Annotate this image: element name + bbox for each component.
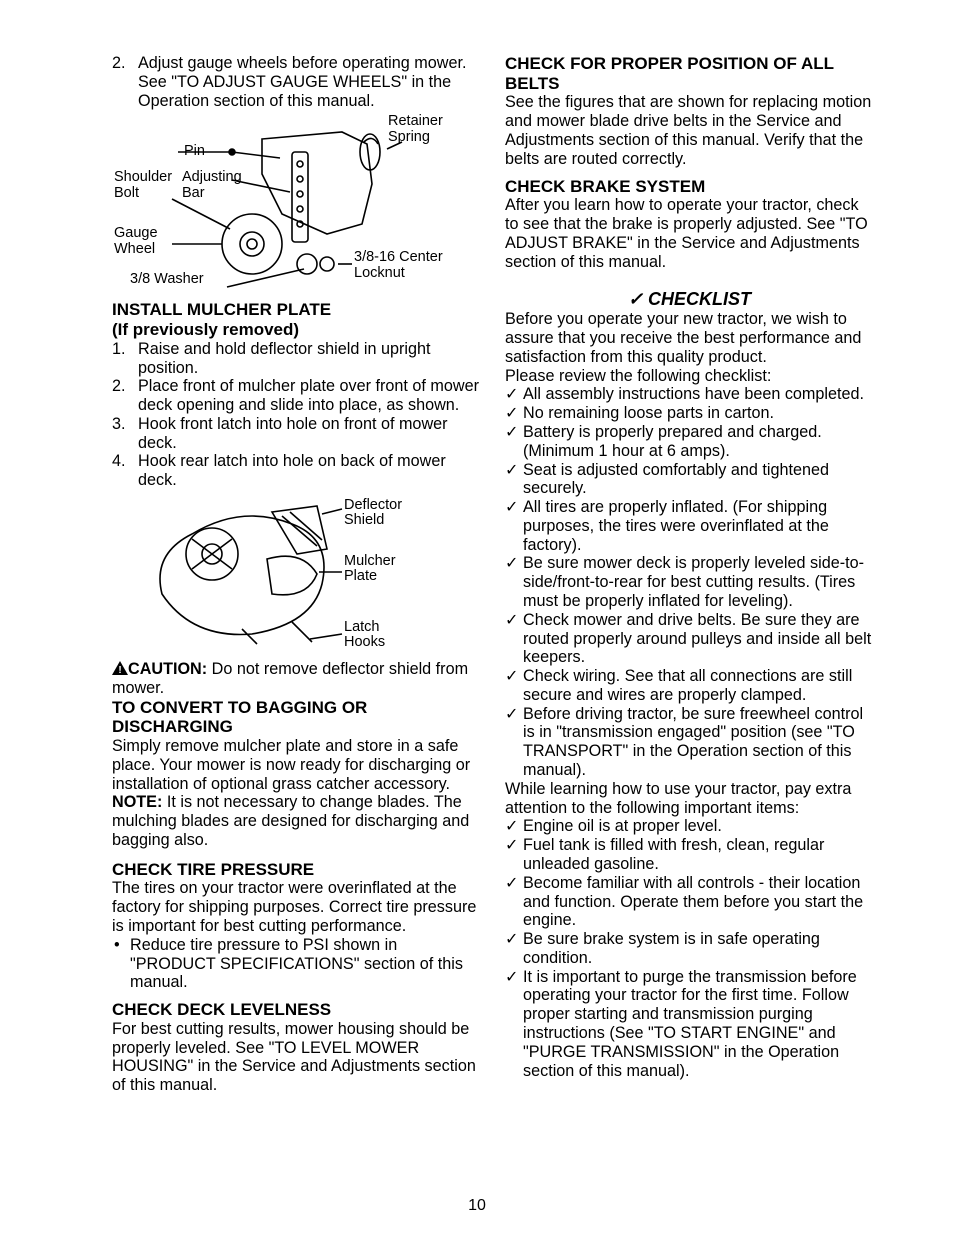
caution-paragraph: !CAUTION: Do not remove deflector shield… bbox=[112, 660, 481, 698]
note-label: NOTE: bbox=[112, 793, 162, 811]
label-deflector-shield: Deflector Shield bbox=[344, 498, 402, 528]
checklist-1: All assembly instructions have been comp… bbox=[505, 385, 874, 779]
check-item-3: Battery is properly prepared and charged… bbox=[505, 423, 874, 461]
label-latch-hooks: Latch Hooks bbox=[344, 620, 385, 650]
tire-bullet-1: Reduce tire pressure to PSI shown in "PR… bbox=[112, 936, 481, 992]
gauge-wheel-step2: Adjust gauge wheels before operating mow… bbox=[112, 54, 481, 110]
label-gauge-wheel: Gauge Wheel bbox=[114, 226, 158, 256]
check-item-1: All assembly instructions have been comp… bbox=[505, 385, 874, 404]
tire-bullets: Reduce tire pressure to PSI shown in "PR… bbox=[112, 936, 481, 992]
check-item-8: Check wiring. See that all connections a… bbox=[505, 667, 874, 705]
brake-text: After you learn how to operate your trac… bbox=[505, 196, 874, 271]
check2-item-4: Be sure brake system is in safe operatin… bbox=[505, 930, 874, 968]
page-number: 10 bbox=[0, 1197, 954, 1215]
mulcher-step-3: Hook front latch into hole on front of m… bbox=[112, 415, 481, 453]
belts-title: CHECK FOR PROPER POSITION OF ALL BELTS bbox=[505, 54, 874, 93]
deck-text: For best cutting results, mower housing … bbox=[112, 1020, 481, 1095]
convert-title: TO CONVERT TO BAGGING OR DISCHARGING bbox=[112, 698, 481, 737]
label-mulcher-plate: Mulcher Plate bbox=[344, 554, 396, 584]
caution-label: CAUTION: bbox=[128, 660, 207, 678]
checklist-2: Engine oil is at proper level. Fuel tank… bbox=[505, 817, 874, 1080]
label-pin: Pin bbox=[184, 144, 205, 159]
mulcher-figure: Deflector Shield Mulcher Plate Latch Hoo… bbox=[132, 494, 432, 654]
check-item-4: Seat is adjusted comfortably and tighten… bbox=[505, 461, 874, 499]
mulcher-title: INSTALL MULCHER PLATE bbox=[112, 300, 481, 320]
checklist-review: Please review the following checklist: bbox=[505, 367, 874, 386]
label-washer: 3/8 Washer bbox=[130, 272, 204, 287]
label-locknut: 3/8-16 Center Locknut bbox=[354, 250, 443, 280]
two-column-layout: Adjust gauge wheels before operating mow… bbox=[112, 54, 874, 1174]
mulcher-step-4: Hook rear latch into hole on back of mow… bbox=[112, 452, 481, 490]
gauge-wheel-figure: Pin Shoulder Bolt Adjusting Bar Gauge Wh… bbox=[112, 114, 452, 294]
checklist-intro: Before you operate your new tractor, we … bbox=[505, 310, 874, 366]
belts-text: See the figures that are shown for repla… bbox=[505, 93, 874, 168]
note-text: It is not necessary to change blades. Th… bbox=[112, 793, 469, 849]
check-item-6: Be sure mower deck is properly leveled s… bbox=[505, 554, 874, 610]
check-item-5: All tires are properly inflated. (For sh… bbox=[505, 498, 874, 554]
checklist-title: ✓ CHECKLIST bbox=[505, 289, 874, 310]
check-item-7: Check mower and drive belts. Be sure the… bbox=[505, 611, 874, 667]
deck-title: CHECK DECK LEVELNESS bbox=[112, 1000, 481, 1020]
check2-item-2: Fuel tank is filled with fresh, clean, r… bbox=[505, 836, 874, 874]
right-column: CHECK FOR PROPER POSITION OF ALL BELTS S… bbox=[505, 54, 874, 1174]
check2-item-5: It is important to purge the transmissio… bbox=[505, 968, 874, 1081]
check2-item-3: Become familiar with all controls - thei… bbox=[505, 874, 874, 930]
check2-item-1: Engine oil is at proper level. bbox=[505, 817, 874, 836]
while-learning-text: While learning how to use your tractor, … bbox=[505, 780, 874, 818]
mulcher-subtitle: (If previously removed) bbox=[112, 320, 481, 340]
mulcher-steps: Raise and hold deflector shield in uprig… bbox=[112, 340, 481, 490]
mulcher-step-2: Place front of mulcher plate over front … bbox=[112, 377, 481, 415]
note-paragraph: NOTE: It is not necessary to change blad… bbox=[112, 793, 481, 849]
label-adjusting-bar: Adjusting Bar bbox=[182, 170, 242, 200]
check-item-9: Before driving tractor, be sure freewhee… bbox=[505, 705, 874, 780]
check-item-2: No remaining loose parts in carton. bbox=[505, 404, 874, 423]
convert-text: Simply remove mulcher plate and store in… bbox=[112, 737, 481, 793]
brake-title: CHECK BRAKE SYSTEM bbox=[505, 177, 874, 197]
left-column: Adjust gauge wheels before operating mow… bbox=[112, 54, 481, 1174]
mulcher-step-1: Raise and hold deflector shield in uprig… bbox=[112, 340, 481, 378]
manual-page: Adjust gauge wheels before operating mow… bbox=[0, 0, 954, 1235]
svg-text:!: ! bbox=[118, 665, 121, 675]
tire-title: CHECK TIRE PRESSURE bbox=[112, 860, 481, 880]
warning-icon: ! bbox=[112, 661, 128, 675]
label-retainer-spring: Retainer Spring bbox=[388, 114, 443, 144]
tire-text: The tires on your tractor were overinfla… bbox=[112, 879, 481, 935]
label-shoulder-bolt: Shoulder Bolt bbox=[114, 170, 172, 200]
